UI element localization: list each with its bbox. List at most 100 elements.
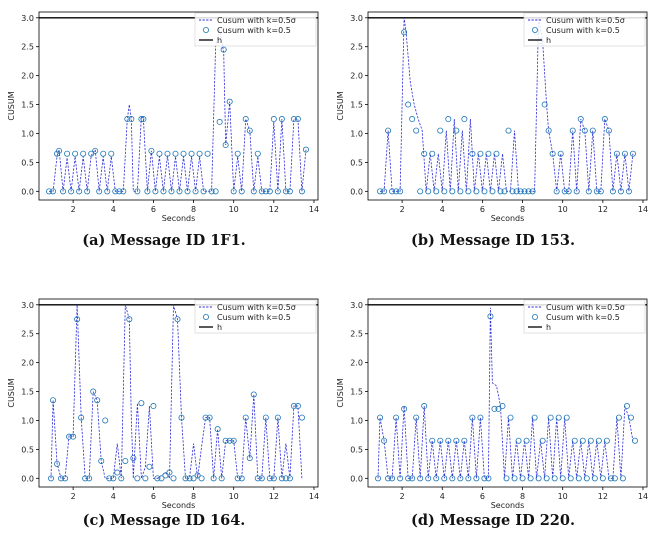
cusum-marker-point [437,437,444,444]
x-tick-label: 6 [480,205,485,214]
cusum-marker-point [409,475,416,482]
x-tick-label: 4 [440,205,445,214]
cusum-marker-point [429,437,436,444]
cusum-marker-point [487,313,494,320]
cusum-marker-point [389,475,396,482]
cusum-marker-point [274,188,281,195]
cusum-marker-point [282,188,289,195]
cusum-marker-point [298,414,305,421]
cusum-marker-point [258,188,265,195]
legend-label: h [217,323,222,332]
cusum-marker-point [54,460,61,467]
legend-label: Cusum with k=0.5σ [217,16,296,25]
y-tick-label: 3.0 [21,14,34,23]
cusum-marker-point [212,188,219,195]
cusum-marker-point [156,150,163,157]
cusum-marker-point [561,188,568,195]
cusum-marker-point [192,188,199,195]
x-tick-label: 10 [229,492,239,501]
cusum-marker-point [216,118,223,125]
x-tick-label: 2 [400,205,405,214]
cusum-marker-point [182,475,189,482]
cusum-marker-point [515,437,522,444]
cusum-marker-point [573,188,580,195]
y-tick-label: 1.0 [350,416,363,425]
cusum-marker-point [162,472,169,479]
x-tick-label: 14 [638,205,648,214]
y-tick-label: 0.0 [21,474,34,483]
cusum-marker-point [429,150,436,157]
cusum-marker-point [481,188,488,195]
cusum-marker-point [48,475,55,482]
legend-label: Cusum with k=0.5σ [546,16,625,25]
cusum-marker-point [230,437,237,444]
cusum-marker-point [226,437,233,444]
cusum-marker-point [393,188,400,195]
y-axis-label: CUSUM [7,378,16,407]
plot-frame [367,11,648,201]
y-tick-label: 0.5 [350,445,363,454]
legend-box [523,12,646,47]
cusum-marker-point [114,469,121,476]
legend-label: Cusum with k=0.5 [217,313,291,322]
chart-caption-b: (b) Message ID 153. [410,232,576,249]
cusum-marker-point [286,475,293,482]
cusum-marker-point [130,455,137,462]
cusum-marker-point [122,457,129,464]
x-tick-label: 8 [520,492,525,501]
cusum-marker-point [389,188,396,195]
cusum-marker-point [551,475,558,482]
cusum-marker-point [433,188,440,195]
cusum-marker-point [567,475,574,482]
cusum-marker-point [274,414,281,421]
cusum-marker-point [50,397,57,404]
cusum-marker-point [541,101,548,108]
legend-marker-swatch [531,314,538,321]
cusum-marker-point [477,414,484,421]
cusum-marker-point [166,469,173,476]
cusum-marker-point [298,188,305,195]
legend-label: Cusum with k=0.5σ [546,303,625,312]
legend-label: Cusum with k=0.5σ [217,303,296,312]
cusum-marker-point [499,403,506,410]
cusum-marker-point [194,472,201,479]
cusum-marker-point [397,188,404,195]
cusum-marker-point [615,414,622,421]
x-tick-label: 2 [400,492,405,501]
cusum-marker-point [473,475,480,482]
cusum-marker-point [607,475,614,482]
cusum-marker-point [218,475,225,482]
cusum-marker-point [148,147,155,154]
cusum-marker-point [74,316,81,323]
x-axis-label: Seconds [162,501,196,510]
cusum-marker-point [625,188,632,195]
cusum-marker-point [196,150,203,157]
cusum-marker-point [86,475,93,482]
cusum-marker-point [242,414,249,421]
cusum-marker-point [126,316,133,323]
cusum-marker-point [457,475,464,482]
cusum-marker-point [613,150,620,157]
cusum-marker-point [214,426,221,433]
cusum-marker-point [409,116,416,123]
y-tick-label: 1.0 [21,129,34,138]
cusum-marker-point [449,188,456,195]
cusum-marker-point [60,188,67,195]
cusum-marker-point [539,437,546,444]
x-tick-label: 12 [269,492,279,501]
cusum-marker-point [445,437,452,444]
cusum-marker-point [543,475,550,482]
cusum-marker-point [453,437,460,444]
y-tick-label: 2.0 [350,359,363,368]
cusum-marker-point [262,414,269,421]
cusum-marker-point [421,150,428,157]
cusum-marker-point [477,150,484,157]
x-tick-label: 6 [151,205,156,214]
chart-d: 0.0 0.5 1.0 1.5 2.0 2.5 3.0 2 4 6 8 10 12 14 Seconds CU… [336,298,648,510]
cusum-marker-point [605,127,612,134]
cusum-marker-point [563,414,570,421]
cusum-marker-point [503,475,510,482]
cusum-marker-point [124,116,131,123]
cusum-marker-point [78,414,85,421]
cusum-marker-point [611,475,618,482]
